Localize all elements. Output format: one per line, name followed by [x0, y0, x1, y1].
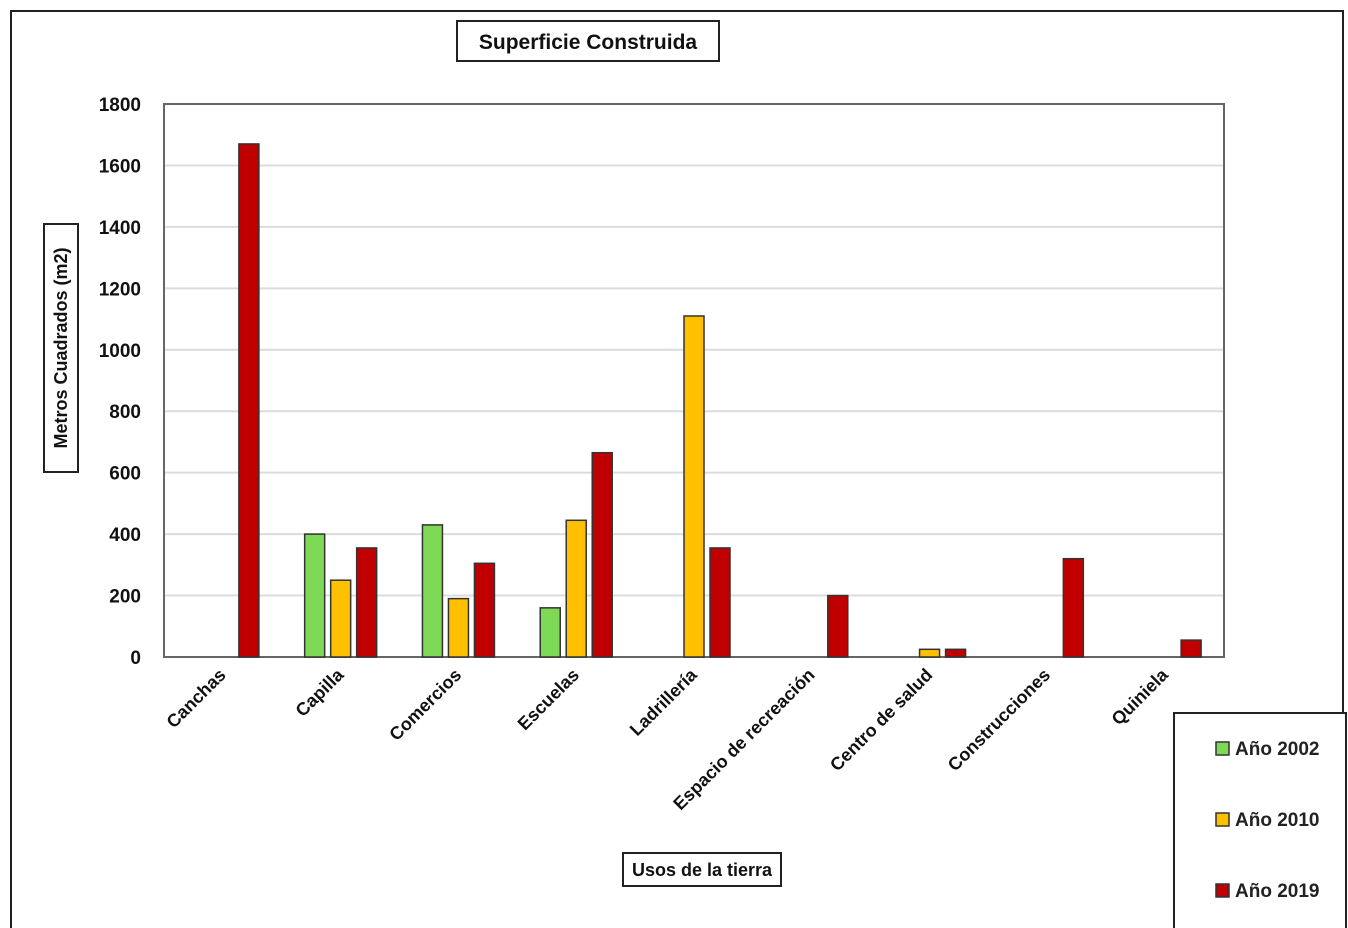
y-tick-label: 600: [109, 464, 141, 485]
y-tick-label: 1200: [99, 279, 141, 300]
legend-label: Año 2010: [1235, 810, 1319, 831]
y-tick-label: 1600: [99, 156, 141, 177]
x-axis-label-box: Usos de la tierra: [622, 852, 782, 887]
y-tick-label: 1400: [99, 218, 141, 239]
bar-2019: [709, 547, 731, 658]
legend-label: Año 2019: [1235, 881, 1319, 902]
bar-2002: [303, 533, 326, 658]
figure-frame: [10, 10, 1344, 928]
bar-2019: [1180, 639, 1202, 658]
y-axis-label-border: [43, 223, 79, 473]
y-tick-label: 200: [109, 587, 141, 608]
x-axis-label: Usos de la tierra: [632, 860, 773, 880]
bar-2010: [565, 519, 587, 658]
chart-title-border: [456, 20, 720, 62]
chart-title: Superficie Construida: [479, 31, 698, 54]
bar-2019: [827, 594, 849, 658]
bar-2002: [539, 607, 561, 658]
x-axis-label-border: [622, 852, 782, 887]
y-tick-label: 800: [109, 402, 141, 423]
bar-2010: [329, 579, 352, 658]
bar-2019: [355, 547, 378, 658]
bar-2010: [447, 597, 470, 658]
y-tick-label: 0: [130, 648, 141, 669]
bar-2010: [918, 648, 941, 658]
chart-title-box: Superficie Construida: [456, 20, 720, 62]
y-tick-label: 1000: [99, 341, 141, 362]
legend-swatch: [1215, 812, 1230, 827]
bar-2019: [1062, 557, 1085, 658]
y-axis-label: Metros Cuadrados (m2): [51, 247, 71, 448]
bar-2019: [473, 562, 496, 658]
legend-swatch: [1215, 883, 1230, 898]
y-tick-label: 400: [109, 525, 141, 546]
bar-2019: [944, 648, 967, 658]
bar-2019: [238, 143, 260, 658]
legend-border: [1173, 712, 1347, 928]
bar-2019: [591, 451, 613, 658]
y-tick-label: 1800: [99, 95, 141, 116]
legend-label: Año 2002: [1235, 739, 1319, 760]
y-axis-ticks: 0 200 400 600 800 1000 1200 1400 1600 1800: [99, 95, 141, 669]
legend: Año 2002 Año 2010 Año 2019: [1173, 712, 1347, 928]
y-axis-label-box: Metros Cuadrados (m2): [43, 223, 79, 473]
bar-2002: [421, 524, 444, 658]
bars: [238, 143, 1202, 658]
legend-swatch: [1215, 741, 1230, 756]
bar-2010: [683, 315, 705, 658]
